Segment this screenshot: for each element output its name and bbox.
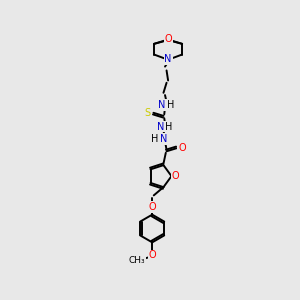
Text: H: H (167, 100, 174, 110)
Text: O: O (148, 202, 156, 212)
Text: CH₃: CH₃ (128, 256, 145, 265)
Text: N: N (157, 122, 164, 132)
Text: O: O (164, 34, 172, 44)
Text: O: O (172, 171, 179, 181)
Text: N: N (164, 54, 172, 64)
Text: H: H (165, 122, 172, 132)
Text: S: S (144, 108, 150, 118)
Text: N: N (160, 134, 167, 144)
Text: N: N (158, 100, 166, 110)
Text: O: O (148, 250, 156, 260)
Text: O: O (178, 143, 186, 153)
Text: H: H (151, 134, 158, 144)
